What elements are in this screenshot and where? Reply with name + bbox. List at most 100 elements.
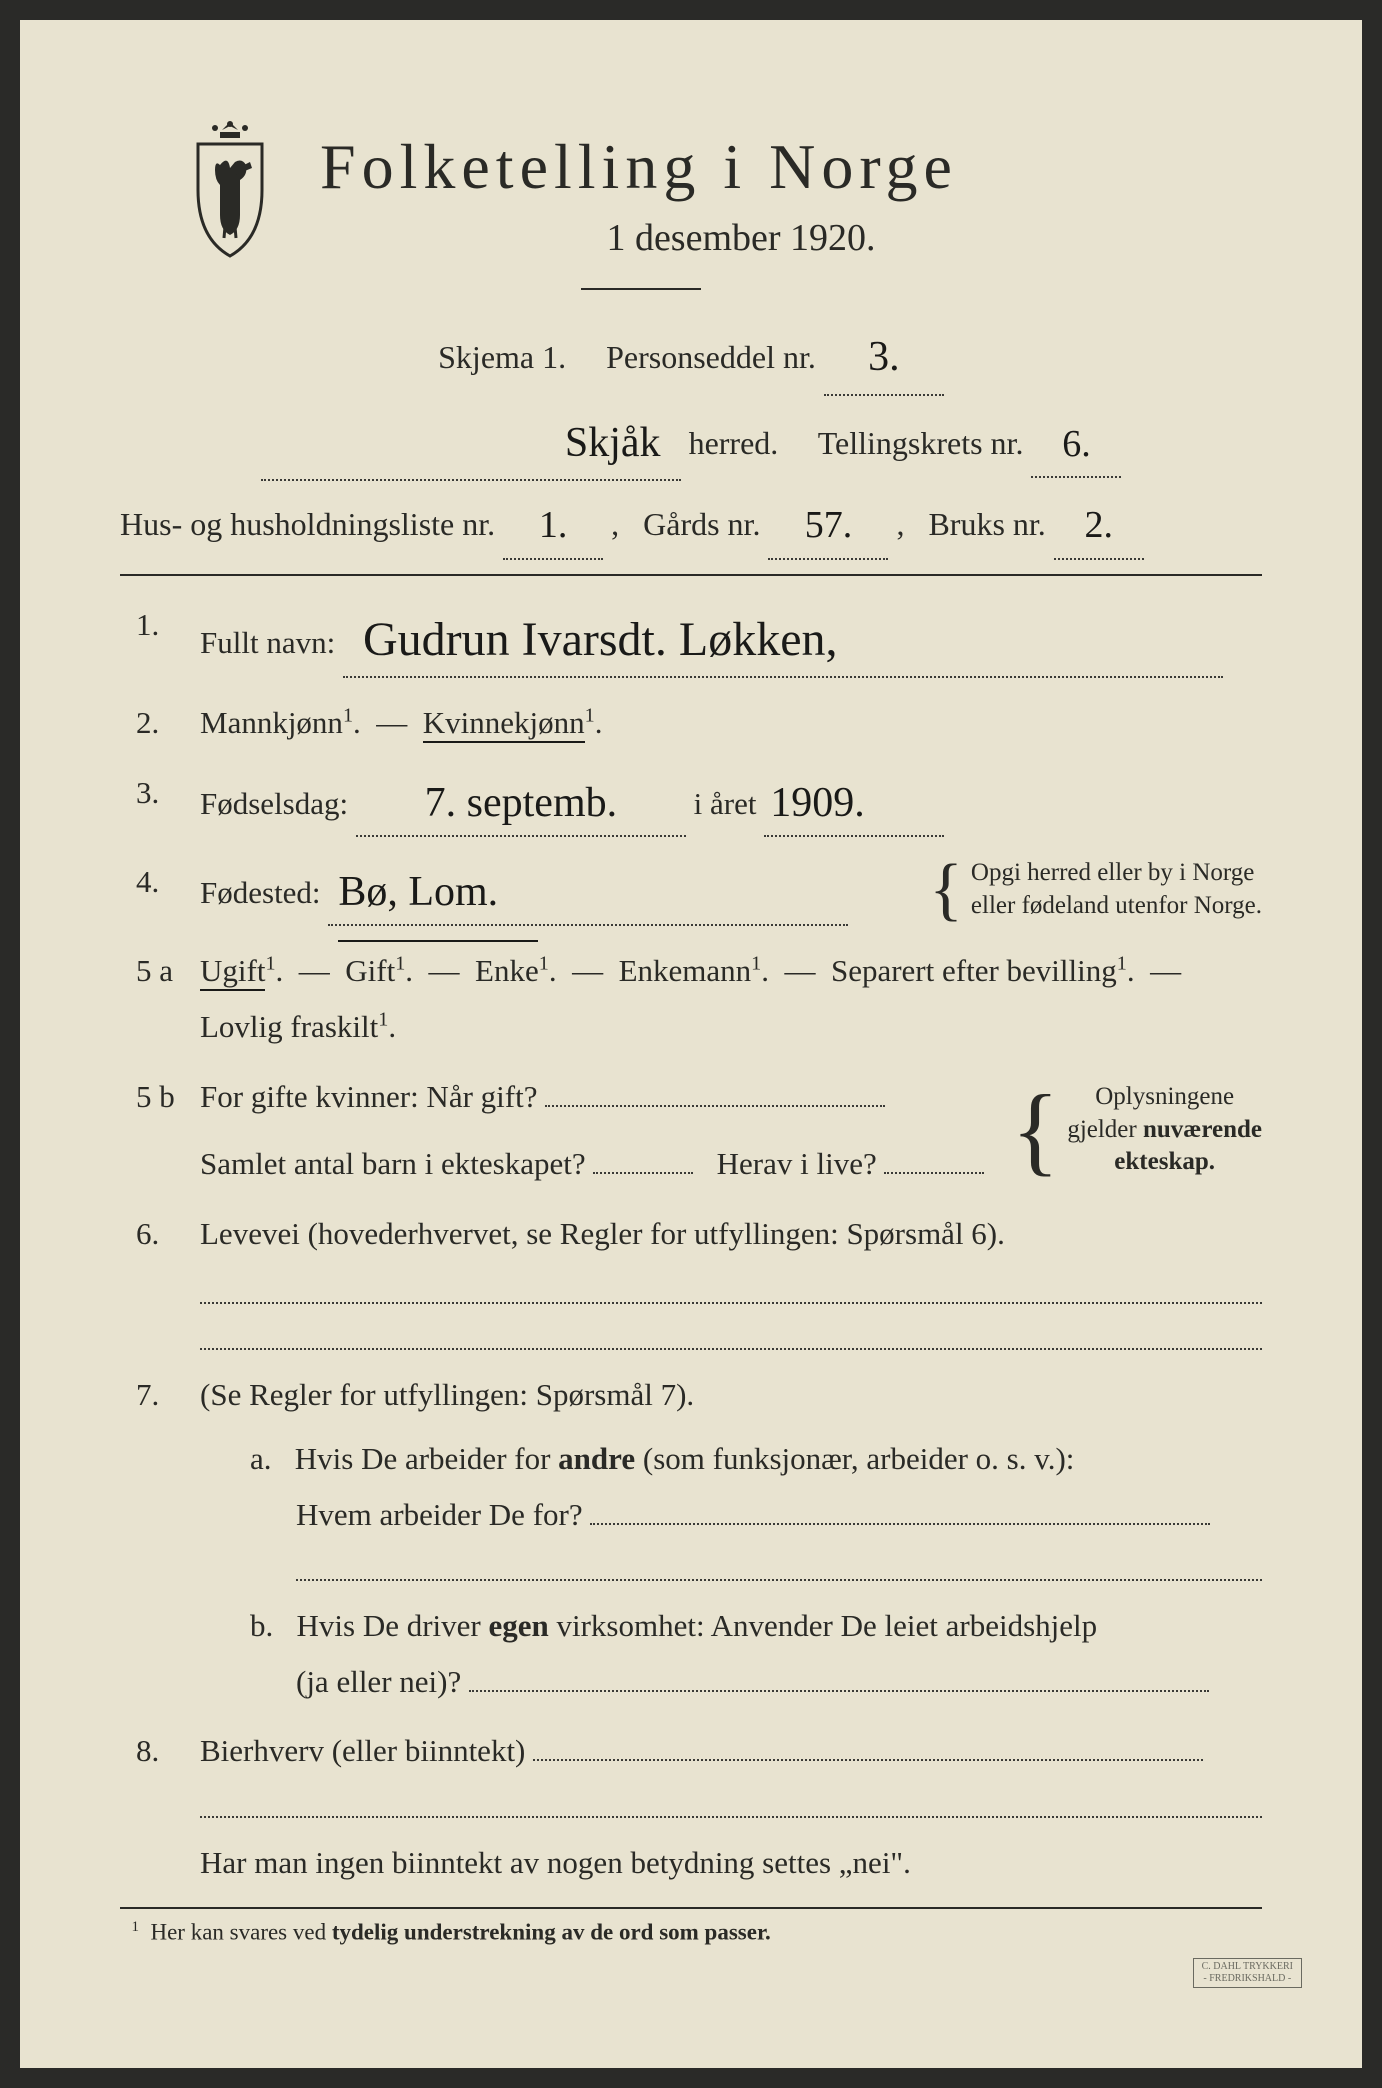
footnote: 1 Her kan svares ved tydelig understrekn… [120,1919,1262,1946]
q7-row: 7. (Se Regler for utfyllingen: Spørsmål … [120,1370,1262,1420]
q5b-line1: For gifte kvinner: Når gift? [200,1079,537,1114]
skjema-label: Skjema 1. [438,339,566,375]
q3-label: Fødselsdag: [200,786,348,821]
q5a-row2: Lovlig fraskilt1. [120,1002,1262,1052]
q1-row: 1. Fullt navn: Gudrun Ivarsdt. Løkken, [120,600,1262,679]
herred-value: Skjåk [565,420,661,466]
tellingskrets-nr: 6. [1062,423,1091,465]
herred-label: herred. [689,425,779,461]
printer-stamp: C. DAHL TRYKKERI - FREDRIKSHALD - [1193,1958,1302,1988]
tellingskrets-label: Tellingskrets nr. [818,425,1024,461]
q3-row: 3. Fødselsdag: 7. septemb. i året 1909. [120,768,1262,837]
skjema-row: Skjema 1. Personseddel nr. 3. [120,318,1262,396]
q5b-note2b: nuværende [1143,1116,1262,1143]
q7-num: 7. [120,1370,200,1420]
q2-num: 2. [120,698,200,748]
q7a-row: a. Hvis De arbeider for andre (som funks… [120,1434,1262,1484]
printer-line1: C. DAHL TRYKKERI [1202,1961,1293,1973]
q7-intro: (Se Regler for utfyllingen: Spørsmål 7). [200,1370,1262,1420]
q3-num: 3. [120,768,200,837]
footnote-num: 1 [132,1919,139,1935]
q5a-enkemann: Enkemann [619,953,752,988]
q2-kvinne: Kvinnekjønn [423,705,585,743]
footnote-bold: tydelig understrekning av de ord som pas… [332,1920,771,1945]
q6-text: Levevei (hovederhvervet, se Regler for u… [200,1209,1262,1259]
q4-note-block: { Opgi herred eller by i Norge eller fød… [929,857,1262,922]
q6-row: 6. Levevei (hovederhvervet, se Regler fo… [120,1209,1262,1259]
q2-mann: Mannkjønn [200,705,343,740]
q5a-separert: Separert efter bevilling [831,953,1117,988]
tail-note-row: Har man ingen biinntekt av nogen betydni… [120,1838,1262,1888]
q5b-line2b: Herav i live? [717,1146,877,1181]
census-form-page: Folketelling i Norge 1 desember 1920. Sk… [20,20,1362,2068]
personseddel-nr: 3. [868,334,900,380]
q7a-label: a. [250,1441,272,1476]
q7b-row2: (ja eller nei)? [120,1657,1262,1707]
footnote-rule [120,1907,1262,1909]
q4-row: 4. Fødested: Bø, Lom. { Opgi herred elle… [120,857,1262,926]
q8-row: 8. Bierhverv (eller biinntekt) [120,1726,1262,1776]
q5a-num: 5 a [120,946,200,996]
q1-label: Fullt navn: [200,625,335,660]
bruks-nr: 2. [1085,504,1114,546]
q5b-note3: ekteskap. [1114,1148,1215,1175]
q4-note2: eller fødeland utenfor Norge. [971,890,1262,923]
q7b-row: b. Hvis De driver egen virksomhet: Anven… [120,1601,1262,1651]
q4-note1: Opgi herred eller by i Norge [971,857,1262,890]
q2-row: 2. Mannkjønn1. — Kvinnekjønn1. [120,698,1262,748]
q3-day: 7. septemb. [425,780,617,826]
q7b-line1b: virksomhet: Anvender De leiet arbeidshje… [557,1608,1098,1643]
q7b-line1: Hvis De driver [297,1608,481,1643]
q4-label: Fødested: [200,875,321,910]
q7a-line1b: (som funksjonær, arbeider o. s. v.): [643,1441,1075,1476]
gards-nr: 57. [805,504,853,546]
q5b-line2a: Samlet antal barn i ekteskapet? [200,1146,586,1181]
q7a-andre: andre [558,1441,635,1476]
q5b-num: 5 b [120,1072,200,1189]
q6-blank2 [120,1310,1262,1350]
q7b-egen: egen [488,1608,548,1643]
q8-num: 8. [120,1726,200,1776]
q5a-enke: Enke [475,953,539,988]
q6-num: 6. [120,1209,200,1259]
tail-note: Har man ingen biinntekt av nogen betydni… [200,1838,1262,1888]
q5a-gift: Gift [345,953,395,988]
divider [581,288,701,290]
q7a-row2: Hvem arbeider De for? [120,1490,1262,1540]
q7b-line2: (ja eller nei)? [296,1664,461,1699]
q5a-fraskilt: Lovlig fraskilt [200,1009,378,1044]
q8-blank [120,1782,1262,1818]
q7a-blank [120,1545,1262,1581]
q7b-label: b. [250,1608,273,1643]
q5b-note-block: { Oplysningene gjelder nuværende ekteska… [1011,1072,1262,1189]
printer-line2: - FREDRIKSHALD - [1202,1973,1293,1985]
q5b-row: 5 b For gifte kvinner: Når gift? Samlet … [120,1072,1262,1189]
header: Folketelling i Norge 1 desember 1920. [180,120,1262,260]
main-title: Folketelling i Norge [320,130,1262,204]
q8-label: Bierhverv (eller biinntekt) [200,1733,525,1768]
herred-row: Skjåk herred. Tellingskrets nr. 6. [120,404,1262,482]
husliste-nr: 1. [539,504,568,546]
q1-num: 1. [120,600,200,679]
divider-full [120,574,1262,576]
q5b-note1: Oplysningene [1067,1081,1262,1114]
q4-num: 4. [120,857,200,926]
q3-year-label: i året [694,786,757,821]
q7a-line1: Hvis De arbeider for [295,1441,551,1476]
husliste-label: Hus- og husholdningsliste nr. [120,506,495,542]
q1-value: Gudrun Ivarsdt. Løkken, [363,613,838,666]
subtitle: 1 desember 1920. [220,216,1262,260]
personseddel-label: Personseddel nr. [606,339,816,375]
q4-value: Bø, Lom. [338,869,498,915]
q3-year: 1909. [770,780,865,826]
title-block: Folketelling i Norge 1 desember 1920. [320,120,1262,260]
q5b-note2: gjelder [1067,1116,1136,1143]
q7a-line2: Hvem arbeider De for? [296,1497,583,1532]
q6-blank1 [120,1264,1262,1304]
gards-label: Gårds nr. [643,506,760,542]
q5a-ugift: Ugift [200,953,265,991]
footnote-text: Her kan svares ved [150,1920,326,1945]
q5a-row: 5 a Ugift1. — Gift1. — Enke1. — Enkemann… [120,946,1262,996]
husliste-row: Hus- og husholdningsliste nr. 1. , Gårds… [120,489,1262,559]
bruks-label: Bruks nr. [928,506,1045,542]
